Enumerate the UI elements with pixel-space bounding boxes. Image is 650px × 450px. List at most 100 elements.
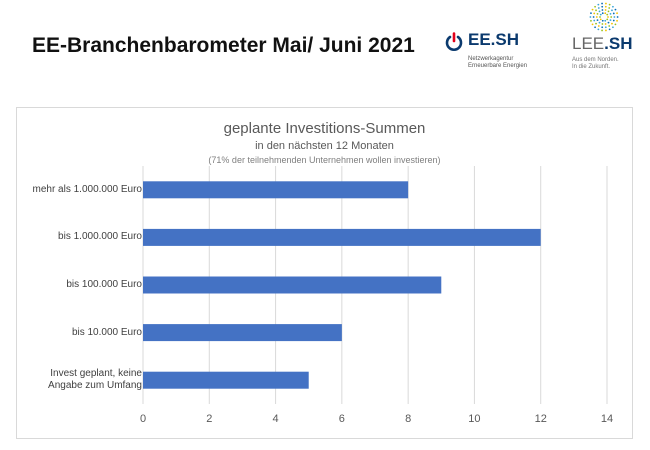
- x-tick-label: 14: [601, 413, 613, 425]
- bar-chart: 0 2 4 6 8 10 12 14: [140, 166, 613, 425]
- burst-dot: [601, 9, 604, 11]
- burst-dot: [601, 26, 604, 29]
- bar: [143, 324, 342, 342]
- category-label: bis 1.000.000 Euro: [58, 231, 142, 243]
- burst-dot: [599, 13, 602, 16]
- burst-dot: [607, 21, 610, 24]
- burst-dot: [616, 16, 619, 18]
- burst-dot: [608, 25, 611, 27]
- power-icon: [445, 32, 463, 51]
- burst-dot: [612, 19, 615, 22]
- burst-dot: [592, 16, 595, 18]
- burst-dot: [597, 7, 600, 9]
- burst-dot: [595, 22, 597, 25]
- eesh-logo-name: EE.SH: [468, 30, 520, 49]
- burst-dot: [607, 10, 610, 13]
- leesh-logo-tagline: Aus dem Norden. In die Zukunft.: [572, 57, 642, 71]
- burst-dot: [601, 12, 604, 15]
- burst-dot: [590, 12, 592, 15]
- burst-dot: [599, 18, 602, 21]
- burst-dot: [595, 16, 598, 18]
- burst-dot: [589, 16, 592, 18]
- burst-dot: [612, 5, 614, 8]
- burst-dot: [608, 28, 611, 31]
- burst-dot: [604, 19, 607, 22]
- burst-dot: [609, 12, 612, 15]
- burst-dot: [594, 26, 596, 29]
- burst-dot: [611, 9, 613, 12]
- burst-dot: [601, 5, 604, 8]
- category-label: mehr als 1.000.000 Euro: [32, 183, 142, 195]
- burst-dot: [606, 13, 609, 16]
- burst-dot: [604, 9, 607, 11]
- burst-dot: [601, 23, 604, 25]
- burst-dot: [590, 19, 592, 22]
- burst-dot: [591, 8, 594, 11]
- x-tick-label: 2: [206, 413, 212, 425]
- burst-dot: [613, 16, 616, 18]
- burst-dot: [596, 12, 599, 15]
- burst-dot: [604, 5, 607, 8]
- burst-dot: [616, 12, 618, 15]
- burst-dot: [611, 22, 613, 25]
- burst-dot: [598, 10, 601, 13]
- burst-dot: [601, 29, 603, 32]
- burst-dot: [604, 23, 607, 25]
- x-tick-label: 8: [405, 413, 411, 425]
- chart-title: geplante Investitions-Summen: [223, 120, 426, 137]
- burst-dot: [594, 5, 596, 8]
- eesh-logo: EE.SH Netzwerkagentur Erneuerbare Energi…: [444, 30, 564, 74]
- leesh-name-part1: LEE: [572, 34, 605, 53]
- chart-subtitle: in den nächsten 12 Monaten: [255, 140, 394, 152]
- bar: [143, 371, 309, 389]
- burst-dot: [612, 26, 614, 29]
- bar: [143, 276, 442, 294]
- burst-dot: [596, 19, 599, 22]
- burst-dot: [612, 12, 615, 15]
- leesh-name-part2: .SH: [604, 34, 633, 53]
- dot-burst-icon: [589, 2, 619, 32]
- x-tick-label: 10: [468, 413, 480, 425]
- category-label: Invest geplant, keine Angabe zum Umfang: [48, 368, 142, 392]
- burst-dot: [609, 19, 612, 22]
- burst-dot: [610, 16, 613, 18]
- leesh-logo: LEE.SH Aus dem Norden. In die Zukunft.: [570, 2, 648, 82]
- slide-title: EE-Branchenbarometer Mai/ Juni 2021: [32, 34, 415, 57]
- burst-dot: [597, 3, 600, 6]
- burst-dot: [616, 19, 618, 22]
- eesh-subtitle-line1: Netzwerkagentur: [468, 56, 514, 62]
- leesh-tagline-line1: Aus dem Norden.: [572, 57, 619, 63]
- category-label: bis 10.000 Euro: [71, 326, 142, 338]
- burst-dot: [601, 2, 603, 5]
- chart-frame: geplante Investitions-Summen in den näch…: [16, 107, 633, 439]
- burst-dot: [601, 19, 604, 22]
- chart-note: (71% der teilnehmenden Unternehmen wolle…: [208, 155, 441, 165]
- x-tick-label: 6: [339, 413, 345, 425]
- burst-dot: [607, 16, 609, 18]
- burst-dot: [608, 7, 611, 9]
- burst-dot: [608, 3, 611, 6]
- burst-dot: [606, 18, 609, 21]
- category-label: bis 100.000 Euro: [66, 279, 142, 290]
- burst-dot: [597, 28, 600, 31]
- x-tick-label: 0: [140, 413, 146, 425]
- burst-dot: [599, 16, 601, 18]
- burst-dot: [595, 9, 597, 12]
- burst-dot: [604, 26, 607, 29]
- burst-dot: [597, 25, 600, 27]
- burst-dot: [604, 12, 607, 15]
- burst-dot: [614, 8, 617, 11]
- bar: [143, 228, 541, 246]
- eesh-logo-subtitle: Netzwerkagentur Erneuerbare Energien: [468, 56, 558, 70]
- burst-dot: [593, 19, 596, 22]
- x-tick-label: 12: [535, 413, 547, 425]
- burst-dot: [593, 12, 596, 15]
- burst-dot: [614, 23, 617, 26]
- leesh-logo-name: LEE.SH: [572, 34, 632, 54]
- leesh-tagline-line2: In die Zukunft.: [572, 64, 611, 70]
- burst-dot: [605, 29, 607, 32]
- bar: [143, 181, 409, 199]
- x-tick-label: 4: [273, 413, 279, 425]
- burst-dot: [591, 23, 594, 26]
- burst-dot: [598, 21, 601, 24]
